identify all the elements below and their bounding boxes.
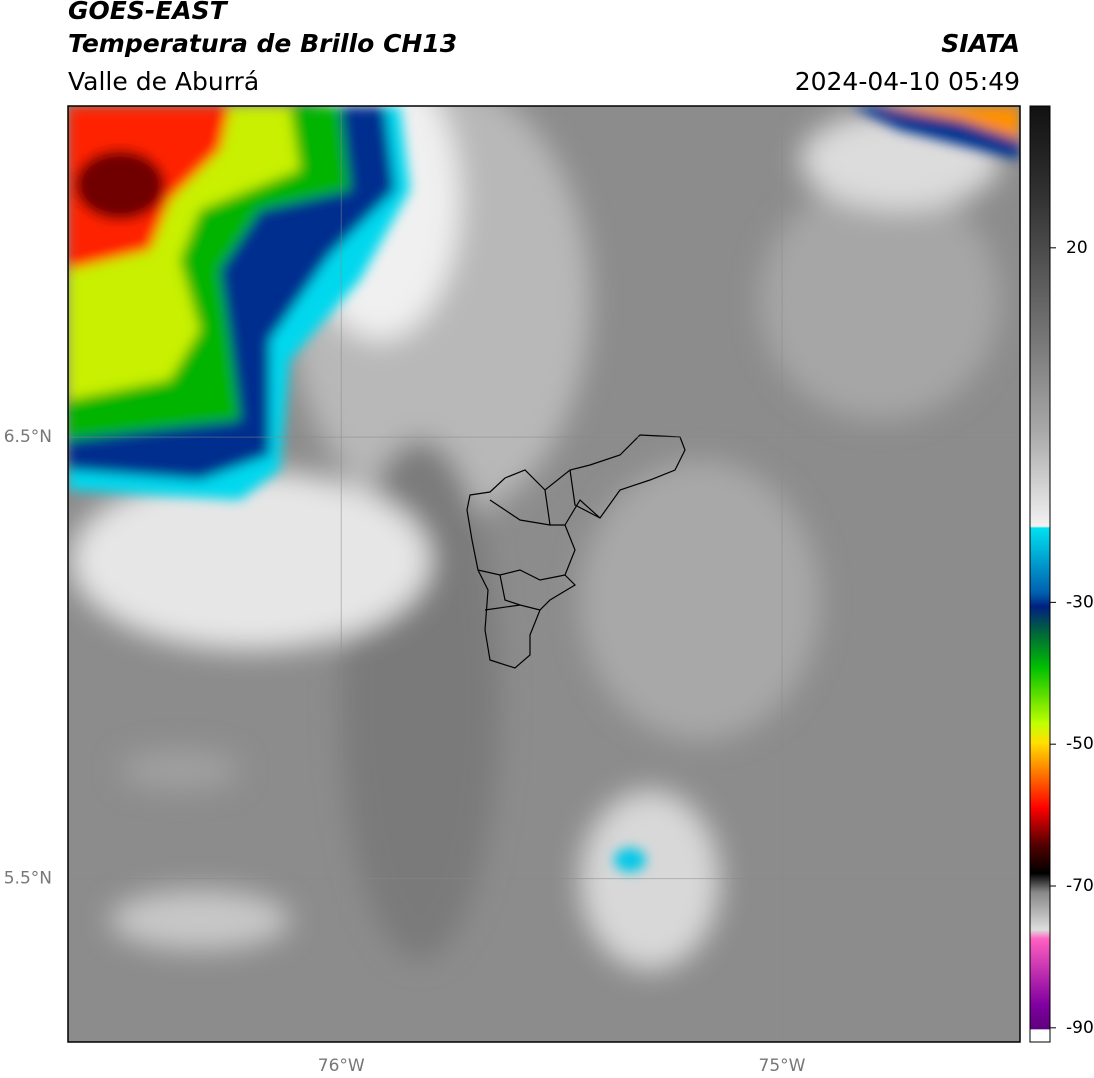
- colorbar-tick-label: -30: [1066, 592, 1094, 612]
- title: GOES-EAST: [68, 0, 229, 25]
- satellite-image: [68, 106, 1020, 1042]
- lat-tick-label: 5.5°N: [4, 869, 52, 889]
- colorbar-tick-label: 20: [1066, 238, 1088, 258]
- lon-tick-label: 76°W: [318, 1056, 365, 1076]
- region: Valle de Aburrá: [68, 67, 259, 96]
- lat-tick-label: 6.5°N: [4, 427, 52, 447]
- colorbar-tick-label: -70: [1066, 876, 1094, 896]
- lon-tick-label: 75°W: [759, 1056, 806, 1076]
- source: SIATA: [941, 29, 1020, 58]
- timestamp: 2024-04-10 05:49: [795, 67, 1020, 96]
- colorbar-tick-label: -90: [1066, 1018, 1094, 1038]
- map-frame: [67, 105, 1021, 1043]
- colorbar-tick-label: -50: [1066, 734, 1094, 754]
- subtitle: Temperatura de Brillo CH13: [68, 29, 457, 58]
- colorbar: [1029, 105, 1051, 1043]
